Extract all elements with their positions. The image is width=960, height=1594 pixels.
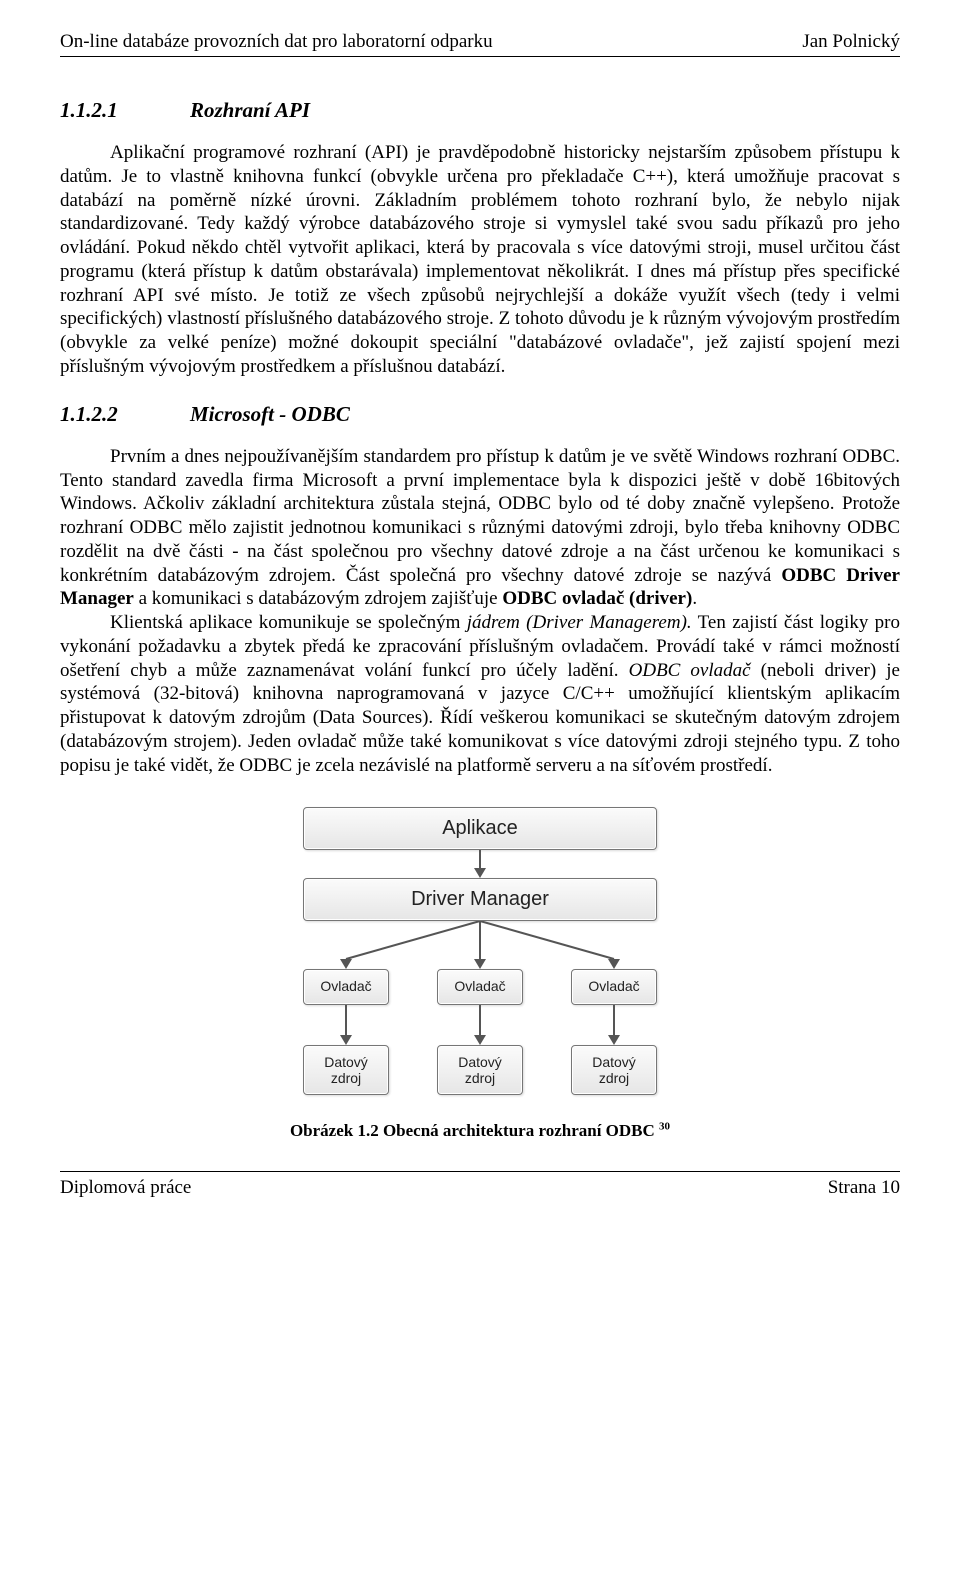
footer-left: Diplomová práce [60,1176,191,1200]
diagram-connector [474,850,486,878]
diagram-box-datovy-zdroj: Datový zdroj [437,1045,523,1095]
heading-1-1-2-2: 1.1.2.2 Microsoft - ODBC [60,401,900,427]
section-1-paragraph: Aplikační programové rozhraní (API) je p… [60,141,900,379]
footer-right: Strana 10 [828,1176,900,1200]
caption-footnote-ref: 30 [659,1120,670,1132]
section-2-paragraph-2: Klientská aplikace komunikuje se společn… [60,611,900,777]
diagram-tier-datovy-zdroj: Datový zdroj Datový zdroj Datový zdroj [303,1045,657,1095]
arrow-down-icon [608,1035,620,1045]
diagram-box-driver-manager: Driver Manager [303,878,657,921]
diagram-box-ovladac: Ovladač [303,969,389,1005]
heading-title: Rozhraní API [190,97,310,123]
diagram-box-ovladac: Ovladač [571,969,657,1005]
header-author: Jan Polnický [802,30,900,54]
arrow-down-icon [474,1035,486,1045]
heading-title: Microsoft - ODBC [190,401,350,427]
diagram-connector [474,1005,486,1045]
diagram-connector [340,1005,352,1045]
text-run-italic: ODBC ovladač [629,660,751,681]
section-2-paragraph-1: Prvním a dnes nejpoužívanějším standarde… [60,445,900,611]
heading-number: 1.1.2.1 [60,97,190,123]
text-run-bold: ODBC ovladač (driver) [502,588,692,609]
diagram-box-datovy-zdroj: Datový zdroj [303,1045,389,1095]
arrow-down-icon [474,868,486,878]
heading-number: 1.1.2.2 [60,401,190,427]
header-title: On-line databáze provozních dat pro labo… [60,30,493,54]
text-run: Prvním a dnes nejpoužívanějším standarde… [60,446,900,586]
odbc-architecture-diagram: Aplikace Driver Manager OvladačOvladačOv… [60,807,900,1095]
diagram-connectors-row [340,1005,620,1045]
diagram-tier-ovladac: Ovladač Ovladač Ovladač [303,969,657,1005]
figure-caption: Obrázek 1.2 Obecná architektura rozhraní… [60,1120,900,1141]
text-run: . [692,588,697,609]
page-header: On-line databáze provozních dat pro labo… [60,30,900,57]
page-footer: Diplomová práce Strana 10 [60,1171,900,1200]
text-run: Klientská aplikace komunikuje se společn… [110,612,467,633]
text-run: a komunikaci s databázovým zdrojem zajiš… [134,588,502,609]
diagram-box-aplikace: Aplikace [303,807,657,850]
diagram-box-datovy-zdroj: Datový zdroj [571,1045,657,1095]
text-run-italic: jádrem (Driver Managerem). [467,612,692,633]
diagram-fan-connector [303,921,657,969]
arrow-down-icon [340,1035,352,1045]
heading-1-1-2-1: 1.1.2.1 Rozhraní API [60,97,900,123]
diagram-box-ovladac: Ovladač [437,969,523,1005]
diagram-connector [608,1005,620,1045]
caption-text: Obrázek 1.2 Obecná architektura rozhraní… [290,1121,655,1140]
